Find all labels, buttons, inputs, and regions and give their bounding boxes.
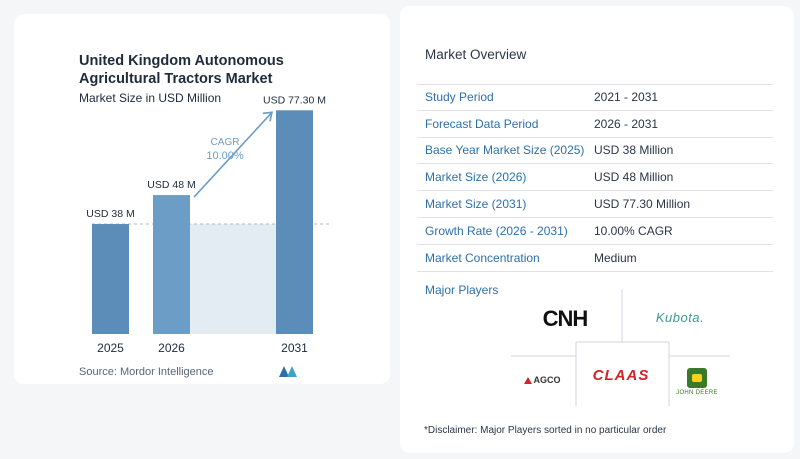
overview-row: Market Size (2026) USD 48 Million xyxy=(417,164,773,192)
cnh-logo-text: CNH xyxy=(542,306,589,331)
overview-row: Base Year Market Size (2025) USD 38 Mill… xyxy=(417,138,773,165)
cnh-logo: CNH xyxy=(530,303,600,335)
overview-value: USD 38 Million xyxy=(594,143,674,158)
claas-logo: CLAAS xyxy=(586,362,656,388)
overview-value: USD 77.30 Million xyxy=(594,197,691,212)
overview-row: Growth Rate (2026 - 2031) 10.00% CAGR xyxy=(417,218,773,245)
kubota-logo: Kubota. xyxy=(648,305,712,329)
disclaimer: *Disclaimer: Major Players sorted in no … xyxy=(424,425,667,436)
chart-subtitle: Market Size in USD Million xyxy=(79,91,222,105)
agco-triangle-icon xyxy=(523,376,532,384)
kubota-logo-text: Kubota. xyxy=(655,309,705,325)
overview-label: Market Size (2026) xyxy=(425,170,527,185)
overview-value: 10.00% CAGR xyxy=(594,223,673,238)
claas-logo-text: CLAAS xyxy=(592,366,650,384)
overview-label: Forecast Data Period xyxy=(425,116,539,131)
agco-logo: AGCO xyxy=(520,370,564,390)
overview-label: Market Size (2031) xyxy=(425,197,527,212)
overview-card xyxy=(400,6,794,453)
market-overview-heading: Market Overview xyxy=(425,47,527,62)
overview-label: Study Period xyxy=(425,90,494,105)
overview-value: 2026 - 2031 xyxy=(594,116,659,131)
overview-value: Medium xyxy=(594,250,637,265)
major-players-heading: Major Players xyxy=(425,283,499,297)
overview-value: 2021 - 2031 xyxy=(594,90,659,105)
john-deere-logo: JOHN DEERE xyxy=(672,366,722,398)
overview-row: Forecast Data Period 2026 - 2031 xyxy=(417,111,773,138)
agco-logo-text: AGCO xyxy=(533,375,561,385)
overview-label: Market Concentration xyxy=(425,250,540,265)
overview-row: Market Size (2031) USD 77.30 Million xyxy=(417,191,773,218)
source-note: Source: Mordor Intelligence xyxy=(79,366,214,378)
overview-table: Study Period 2021 - 2031 Forecast Data P… xyxy=(417,84,773,272)
john-deere-logo-text: JOHN DEERE xyxy=(676,390,718,396)
overview-label: Base Year Market Size (2025) xyxy=(425,143,585,158)
chart-title: United Kingdom Autonomous Agricultural T… xyxy=(79,53,284,87)
overview-label: Growth Rate (2026 - 2031) xyxy=(425,223,568,238)
john-deere-deer-icon xyxy=(687,368,707,388)
overview-value: USD 48 Million xyxy=(594,170,674,185)
overview-row: Study Period 2021 - 2031 xyxy=(417,84,773,111)
overview-row: Market Concentration Medium xyxy=(417,245,773,272)
